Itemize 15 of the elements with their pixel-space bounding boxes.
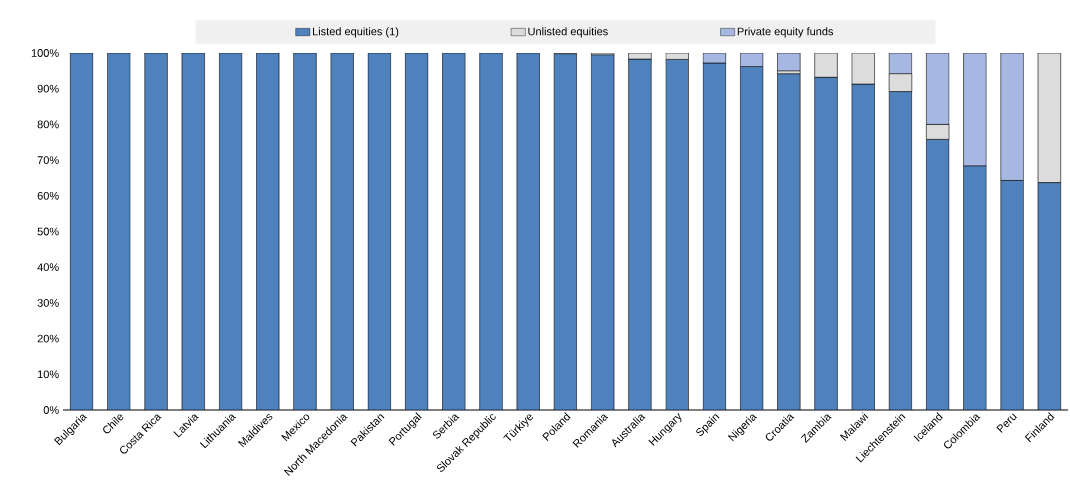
legend-label: Listed equities (1) <box>313 27 399 38</box>
y-tick-label: 0% <box>43 406 59 414</box>
y-tick-label: 40% <box>37 263 59 272</box>
legend-label: Private equity funds <box>737 27 834 38</box>
bar <box>777 52 801 72</box>
y-tick-label: 50% <box>37 227 59 236</box>
y-tick-label: 80% <box>37 120 59 129</box>
y-tick-label: 30% <box>37 299 59 307</box>
y-tick-label: 20% <box>37 334 59 343</box>
legend-label: Unlisted equities <box>528 27 608 38</box>
y-tick-label: 70% <box>37 156 59 164</box>
y-tick-label: 10% <box>37 370 59 379</box>
y-tick-label: 90% <box>37 84 59 93</box>
y-tick-label: 100% <box>31 49 59 57</box>
y-tick-label: 60% <box>37 191 59 200</box>
